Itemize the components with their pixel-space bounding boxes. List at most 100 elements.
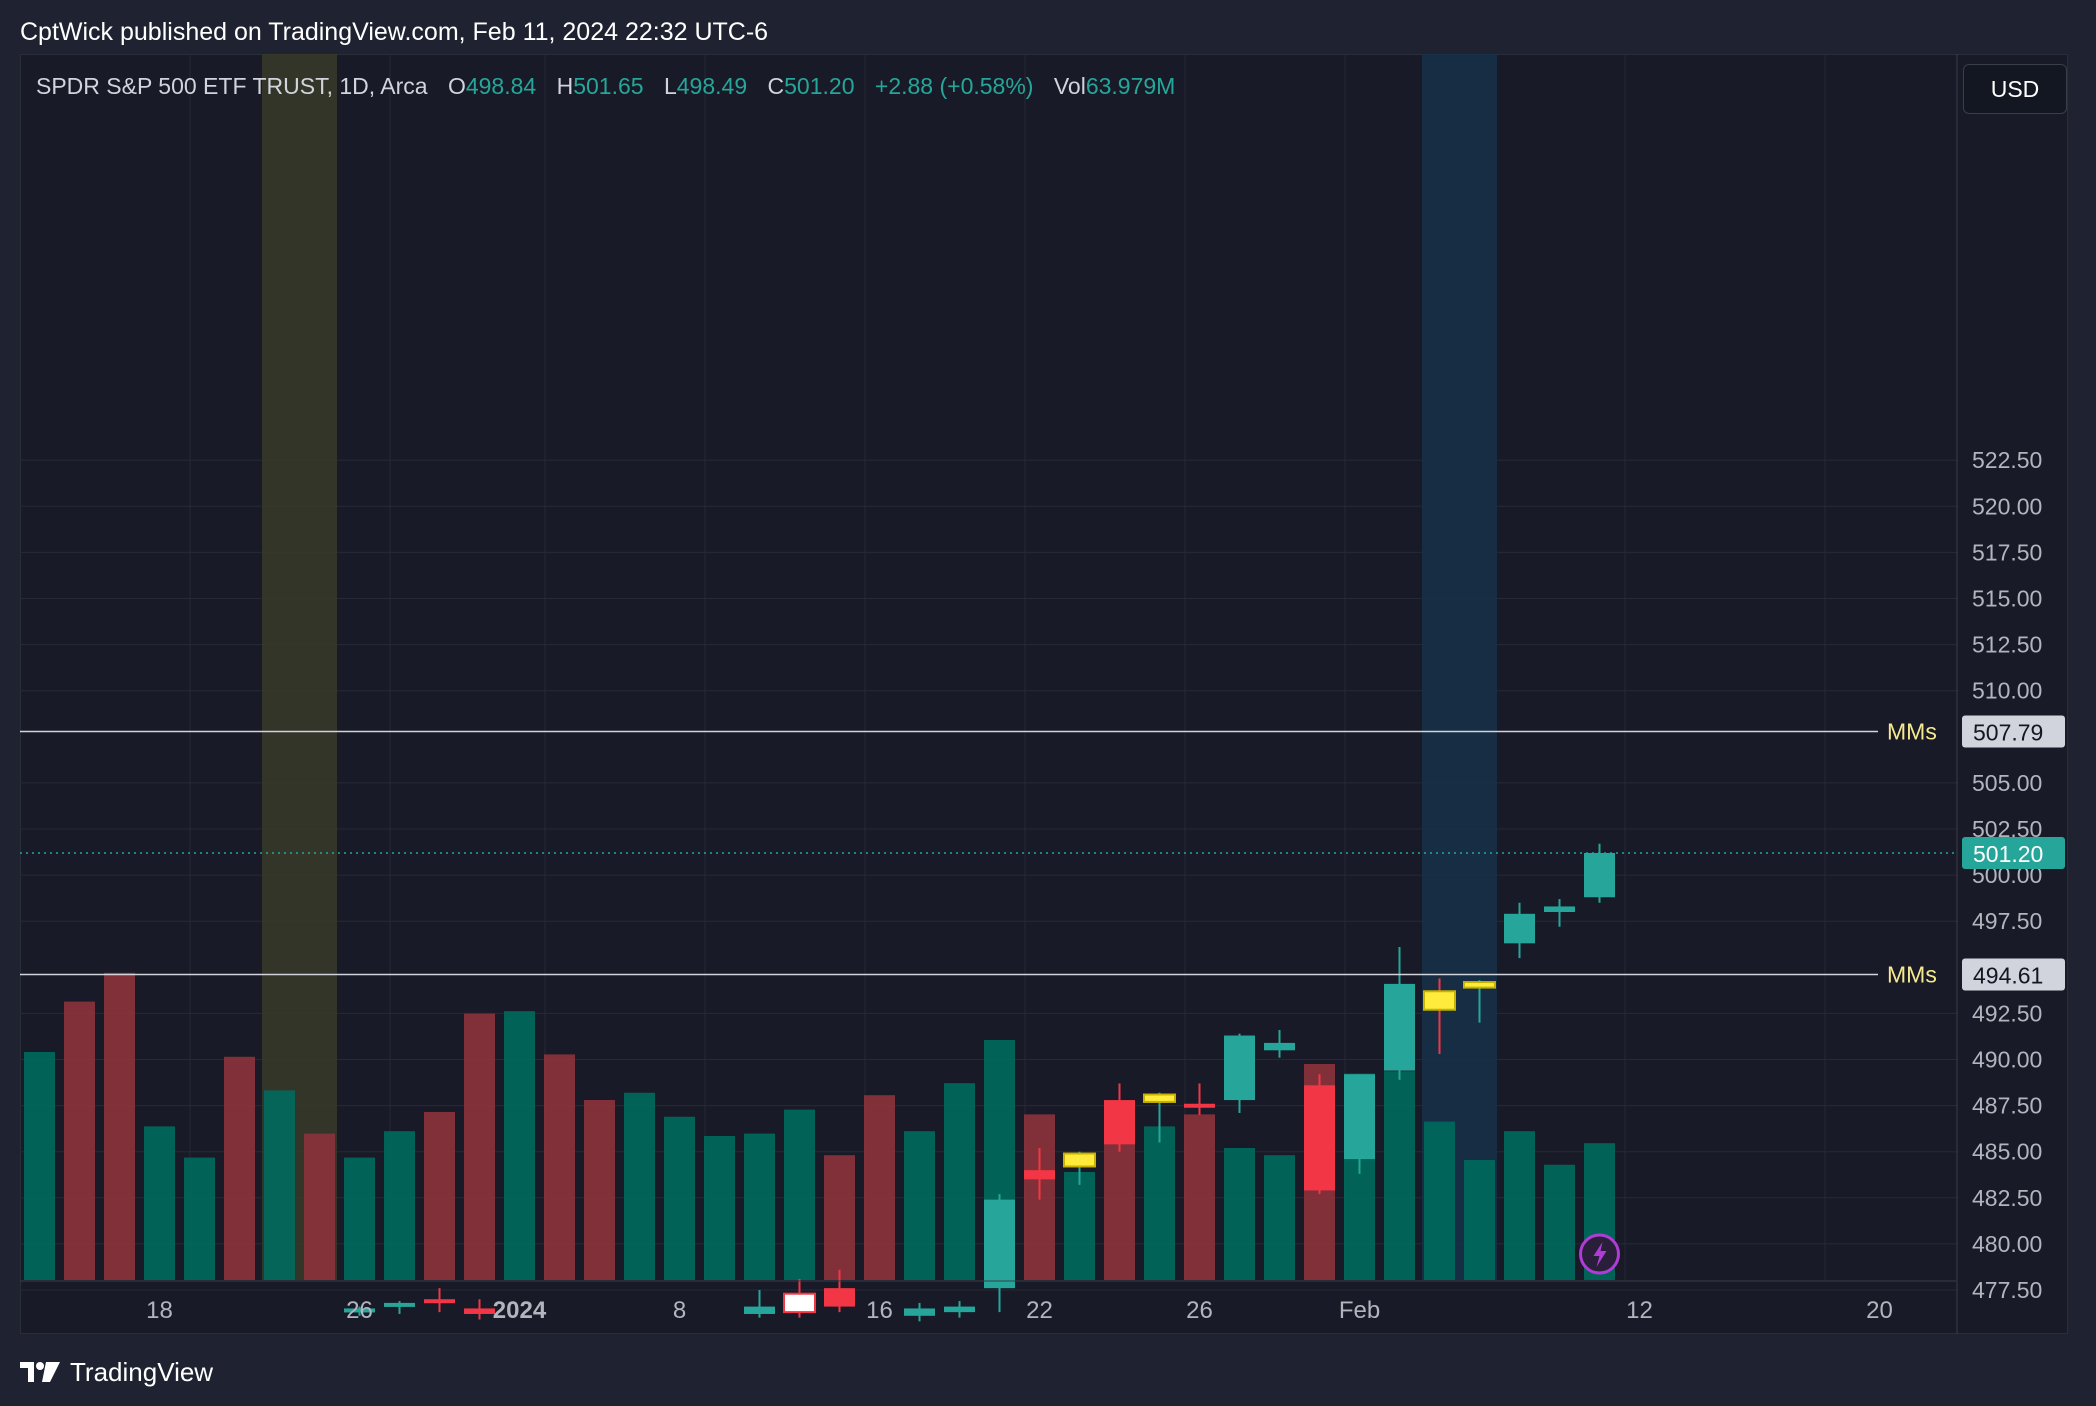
- time-tick-label: 16: [866, 1297, 893, 1324]
- candle-body: [1143, 1093, 1176, 1103]
- time-tick-label: 26: [346, 1297, 373, 1324]
- mms-price-badge: [1962, 958, 2065, 991]
- volume-bar: [144, 1126, 175, 1280]
- time-tick-label: Feb: [1339, 1297, 1380, 1324]
- price-tick-label: 515.00: [1972, 586, 2042, 612]
- lightning-icon[interactable]: [1579, 1233, 1620, 1275]
- candle-body: [1104, 1100, 1135, 1145]
- candle-body: [1264, 1042, 1295, 1051]
- volume-bar: [344, 1157, 375, 1280]
- time-tick-label: 22: [1026, 1297, 1053, 1324]
- time-tick-label: 8: [673, 1297, 686, 1324]
- price-tick-label: 497.50: [1972, 908, 2042, 934]
- volume-label: Vol: [1053, 73, 1086, 99]
- price-tick-label: 510.00: [1972, 678, 2042, 704]
- volume-bar: [824, 1155, 855, 1280]
- highlight-band-olive: [262, 54, 337, 1280]
- candle-body: [1423, 990, 1456, 1011]
- candle-body: [1024, 1170, 1055, 1180]
- candle-body: [744, 1306, 775, 1314]
- tradingview-logo-icon: [20, 1362, 60, 1382]
- candle-body: [464, 1308, 495, 1314]
- time-tick-label: 18: [146, 1297, 173, 1324]
- price-tick-label: 505.00: [1972, 770, 2042, 796]
- candle-body: [984, 1199, 1015, 1289]
- volume-bar: [584, 1100, 615, 1280]
- volume-bar: [1384, 1071, 1415, 1280]
- volume-bar: [304, 1133, 335, 1280]
- low-label: L: [663, 73, 677, 99]
- volume-bar: [224, 1056, 255, 1280]
- volume-bar: [944, 1083, 975, 1280]
- price-tick-label: 512.50: [1972, 632, 2042, 658]
- volume-bar: [184, 1157, 215, 1280]
- close-value: 501.20: [784, 73, 855, 99]
- volume-bar: [504, 1011, 535, 1280]
- candle-body: [904, 1308, 935, 1316]
- close-label: C: [767, 73, 785, 99]
- price-tick-label: 492.50: [1972, 1000, 2042, 1026]
- volume-bar: [864, 1095, 895, 1280]
- time-tick-label: 2024: [493, 1297, 547, 1324]
- candle-body: [384, 1302, 415, 1307]
- volume-bar: [24, 1052, 55, 1280]
- footer-brand[interactable]: TradingView: [20, 1354, 213, 1390]
- volume-bars: [24, 972, 1615, 1280]
- candles: [344, 843, 1615, 1322]
- price-tick-label: 477.50: [1972, 1277, 2042, 1303]
- brand-name: TradingView: [70, 1356, 214, 1387]
- mms-price-badge-text: 507.79: [1973, 719, 2043, 745]
- open-value: 498.84: [465, 73, 537, 99]
- volume-bar: [664, 1116, 695, 1280]
- price-tick-label: 517.50: [1972, 539, 2042, 565]
- last-price-badge-text: 501.20: [1973, 841, 2043, 867]
- volume-bar: [384, 1131, 415, 1280]
- volume-bar: [784, 1109, 815, 1280]
- volume-bar: [424, 1112, 455, 1280]
- candle-body: [1063, 1152, 1096, 1168]
- volume-bar: [64, 1001, 95, 1280]
- highlight-band-blue: [1422, 54, 1497, 1280]
- candle-body: [1504, 913, 1535, 944]
- open-label: O: [447, 73, 466, 99]
- candle-body: [1584, 852, 1615, 898]
- price-tick-label: 482.50: [1972, 1185, 2042, 1211]
- mms-price-badge: [1962, 715, 2065, 748]
- candle-body: [824, 1288, 855, 1307]
- time-tick-label: 12: [1626, 1297, 1653, 1324]
- price-axis-labels: 522.50 520.00 517.50 515.00 512.50 510.00 505.…: [1972, 447, 2042, 1303]
- price-tick-label: 490.00: [1972, 1047, 2042, 1073]
- currency-button[interactable]: USD: [1963, 64, 2067, 114]
- time-tick-label: 26: [1186, 1297, 1213, 1324]
- candle-body: [1304, 1085, 1335, 1191]
- volume-bar: [704, 1136, 735, 1280]
- volume-bar: [1224, 1148, 1255, 1280]
- volume-value: 63.979M: [1085, 73, 1176, 99]
- price-tick-label: 522.50: [1972, 447, 2042, 473]
- last-price-badge: [1962, 836, 2065, 869]
- time-tick-label: 20: [1866, 1297, 1893, 1324]
- volume-bar: [744, 1133, 775, 1280]
- candle-body: [1344, 1074, 1375, 1160]
- volume-bar: [1104, 1140, 1135, 1280]
- mms-price-badge-text: 494.61: [1973, 962, 2043, 988]
- low-value: 498.49: [676, 73, 748, 99]
- volume-bar: [544, 1054, 575, 1280]
- volume-bar: [464, 1013, 495, 1280]
- volume-bar: [264, 1090, 295, 1280]
- volume-bar: [1184, 1114, 1215, 1280]
- symbol-legend: SPDR S&P 500 ETF TRUST, 1D, Arca O498.84…: [36, 70, 1175, 102]
- volume-bar: [1144, 1126, 1175, 1280]
- volume-bar: [1064, 1172, 1095, 1280]
- candle-body: [783, 1292, 816, 1314]
- candle-body: [1463, 981, 1496, 989]
- candle-body: [944, 1306, 975, 1313]
- lightning-icon-bolt: [1593, 1242, 1607, 1267]
- volume-bar: [904, 1131, 935, 1280]
- price-tick-label: 485.00: [1972, 1139, 2042, 1165]
- price-tick-label: 520.00: [1972, 493, 2042, 519]
- candle-body: [1184, 1103, 1215, 1108]
- volume-bar: [1504, 1131, 1535, 1280]
- symbol-name: SPDR S&P 500 ETF TRUST, 1D, Arca: [36, 73, 428, 99]
